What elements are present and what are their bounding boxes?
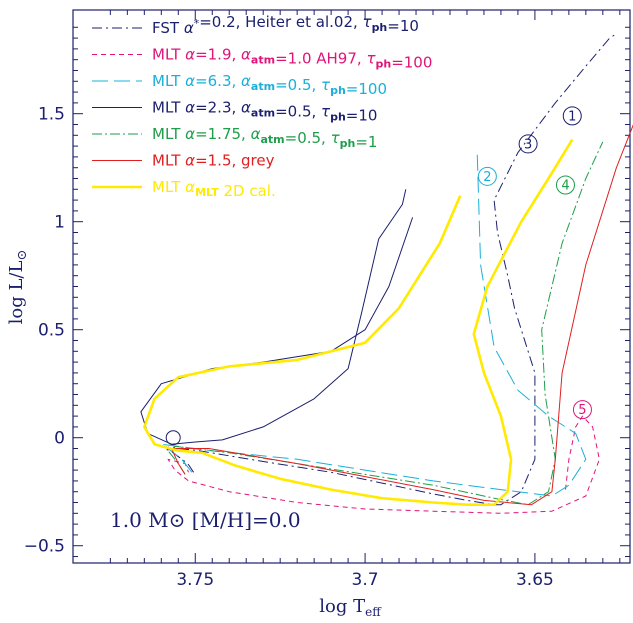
series-line-5 [167, 141, 604, 506]
marker-label: 2 [483, 170, 491, 185]
zams-start-circle [165, 430, 181, 446]
marker-label: 1 [568, 109, 576, 124]
legend-label: MLT α=1.75, αatm=0.5, τph=1 [152, 125, 377, 151]
legend-entry-7: MLT αMLT 2D cal. [92, 178, 276, 200]
series-line-7 [143, 138, 574, 506]
marker-1: 1 [562, 106, 582, 126]
y-tick-label: 0.5 [38, 321, 65, 341]
marker-2: 2 [477, 166, 497, 186]
legend: FST α*=0.2, Heiter et al.02, τph=10 MLT α… [92, 13, 432, 200]
y-tick-label: 0 [54, 429, 65, 449]
series-line-1 [160, 33, 617, 506]
legend-entry-2: MLT α=1.9, αatm=1.0 AH97, τph=100 [92, 46, 432, 72]
y-tick-label: −0.5 [24, 537, 65, 557]
x-tick-label: 3.7 [352, 570, 379, 590]
y-tick-label: 1.5 [38, 105, 65, 125]
marker-label: 4 [561, 178, 569, 193]
legend-label: MLT αMLT 2D cal. [152, 178, 276, 200]
legend-entry-3: MLT α=6.3, αatm=0.5, τph=100 [92, 72, 387, 98]
axis-ticks: 3.75 3.7 3.65 −0.5 0 0.5 1 1.5 [24, 10, 630, 590]
mass-metallicity-annotation: 1.0 M⊙ [M/H]=0.0 [110, 508, 301, 532]
series-line-6 [171, 124, 633, 506]
marker-3: 3 [518, 134, 538, 154]
series-line-2 [167, 415, 600, 514]
legend-label: MLT α=1.5, grey [152, 152, 275, 170]
legend-label: MLT α=2.3, αatm=0.5, τph=10 [152, 99, 377, 125]
y-axis-label: log L/L⊙ [6, 250, 30, 325]
legend-entry-4: MLT α=2.3, αatm=0.5, τph=10 [92, 99, 377, 125]
series-line-3 [160, 152, 587, 497]
y-tick-label: 1 [54, 213, 65, 233]
marker-group: 1 2 3 4 5 [165, 106, 592, 446]
legend-label: FST α*=0.2, Heiter et al.02, τph=10 [152, 13, 419, 37]
legend-entry-6: MLT α=1.5, grey [92, 152, 275, 170]
marker-5: 5 [572, 400, 592, 420]
x-axis-label: log Teff [319, 596, 382, 619]
marker-label: 5 [578, 403, 586, 418]
legend-entry-5: MLT α=1.75, αatm=0.5, τph=1 [92, 125, 377, 151]
legend-label: MLT α=1.9, αatm=1.0 AH97, τph=100 [152, 46, 432, 72]
marker-4: 4 [555, 175, 575, 195]
legend-entry-1: FST α*=0.2, Heiter et al.02, τph=10 [92, 13, 419, 37]
marker-label: 3 [524, 137, 532, 152]
legend-label: MLT α=6.3, αatm=0.5, τph=100 [152, 72, 387, 98]
x-tick-label: 3.65 [516, 570, 554, 590]
x-tick-label: 3.75 [176, 570, 214, 590]
series-line-4 [140, 189, 414, 445]
